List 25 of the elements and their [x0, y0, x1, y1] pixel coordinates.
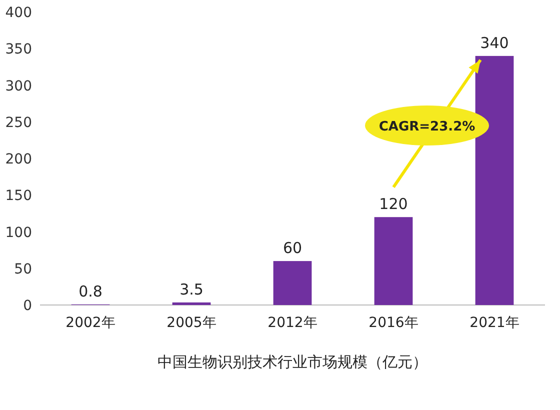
- y-tick-label: 100: [5, 224, 32, 241]
- bar: [273, 261, 312, 305]
- y-tick-label: 350: [5, 42, 32, 58]
- data-label: 0.8: [78, 282, 102, 300]
- x-tick-label: 2012年: [268, 315, 318, 331]
- data-label: 340: [480, 34, 509, 52]
- y-tick-label: 0: [23, 298, 32, 314]
- x-axis-title: 中国生物识别技术行业市场规模（亿元）: [158, 353, 428, 371]
- data-label: 3.5: [180, 280, 204, 298]
- y-tick-label: 150: [5, 188, 32, 204]
- x-tick-label: 2005年: [166, 315, 216, 331]
- y-tick-label: 250: [5, 114, 32, 131]
- bar: [475, 56, 514, 305]
- x-tick-label: 2002年: [66, 315, 116, 331]
- annotation: CAGR=23.2%: [378, 120, 476, 135]
- y-tick-label: 300: [5, 78, 32, 94]
- data-label: 120: [379, 195, 408, 214]
- y-tick-label: 200: [5, 152, 32, 168]
- x-tick-label: 2021年: [470, 315, 520, 331]
- bar: [374, 217, 413, 305]
- data-label: 60: [282, 239, 302, 258]
- bar: [172, 302, 211, 305]
- y-tick-label: 50: [14, 261, 32, 278]
- y-tick-label: 400: [5, 5, 32, 21]
- x-tick-label: 2016年: [368, 315, 418, 331]
